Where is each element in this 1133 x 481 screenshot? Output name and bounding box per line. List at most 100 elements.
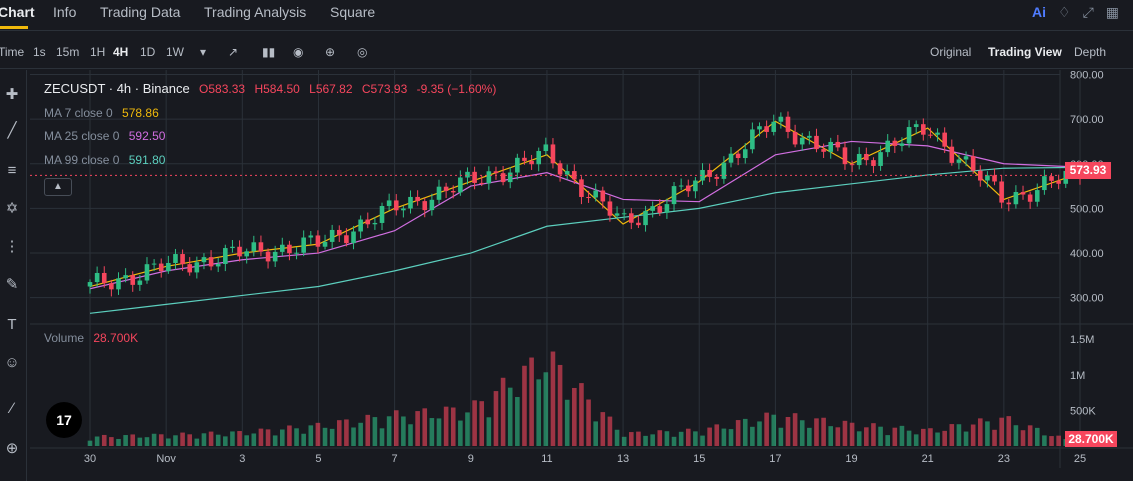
tab-square[interactable]: Square [330,4,376,20]
view-trading-view[interactable]: Trading View [988,45,1062,59]
candle-body [201,257,207,263]
last-volume-tag: 28.700K [1065,431,1117,447]
bell-icon[interactable]: ♢ [1058,4,1071,20]
tradingview-logo: 17 [46,402,82,438]
volume-bar [94,436,100,446]
candle-body [864,153,869,161]
view-original[interactable]: Original [930,45,972,59]
camera-icon[interactable]: ◉ [293,45,304,59]
candle-body [550,144,556,164]
candle-body [650,206,655,211]
candle-body [1049,176,1054,181]
candle-body [828,141,834,152]
volume-bar [913,434,919,446]
brush-icon[interactable]: ✎ [5,276,19,293]
candle-body [287,244,292,254]
chart-type-icon[interactable]: ↗ [228,45,239,59]
volume-bar [878,426,883,446]
tab-trading-data[interactable]: Trading Data [100,4,181,20]
interval-4h[interactable]: 4H [113,45,129,59]
candle-body [621,213,627,215]
ma99-label: MA 99 close 0 [44,153,120,167]
candle-body [244,251,249,257]
candle-body [379,206,385,223]
volume-bar [251,433,257,446]
volume-bar [500,377,506,446]
candle-body [158,263,164,272]
volume-bar [429,418,435,446]
candle-body [522,157,527,161]
time-tick-label: 3 [239,453,245,465]
volume-bar [123,435,128,446]
settings-icon[interactable]: ◎ [357,45,368,59]
volume-bar [315,422,321,446]
volume-bar [344,419,349,446]
collapse-legend-button[interactable]: ▲ [44,178,72,196]
expand-icon[interactable]: ⤢ [1082,4,1094,20]
volume-bar [280,429,285,446]
view-depth[interactable]: Depth [1074,45,1107,59]
candle-body [671,186,677,205]
trendline-icon[interactable]: ╱ [7,122,17,139]
candle-body [963,156,969,160]
open-value: O583.33 [199,82,246,96]
candle-body [572,171,577,180]
time-button[interactable]: Time [0,45,25,59]
ai-icon[interactable]: Ai [1032,4,1046,20]
candle-body [835,141,841,148]
interval-1d[interactable]: 1D [140,45,156,59]
volume-bar [401,416,406,446]
candle-body [465,171,470,178]
candles-icon[interactable]: ▮▮ [262,45,276,59]
time-tick-label: 15 [693,453,705,465]
time-tick-label: 23 [998,453,1010,465]
volume-bar [187,434,193,446]
active-tab-indicator [0,26,28,29]
candle-body [600,190,606,202]
volume-bar [493,391,499,446]
volume-bar [151,433,157,446]
volume-bar [158,434,164,446]
layout-grid-icon[interactable]: ▦ [1105,4,1119,20]
interval-1w[interactable]: 1W [166,45,184,59]
candle-body [614,213,620,216]
volume-bar [137,437,143,446]
candle-body [586,196,591,198]
candle-body [871,160,876,166]
candle-body [486,171,492,184]
candle-body [123,275,128,279]
ruler-icon[interactable]: ∕ [10,400,14,417]
fib-icon[interactable]: ⋮ [4,238,20,255]
volume-bar [778,427,784,446]
candle-body [223,248,228,264]
candle-body [849,164,855,166]
candle-body [258,242,264,252]
volume-bar [693,431,698,446]
add-indicator-icon[interactable]: ⊕ [325,45,336,59]
tab-chart[interactable]: Chart [0,4,35,20]
crosshair-icon[interactable]: ✚ [5,86,19,103]
chart-toolbar: Time 1s 15m 1H 4H 1D 1W ▾ ↗ ▮▮ ◉ ⊕ ◎ Ori… [0,34,1133,69]
price-chart[interactable]: 800.00700.00600.00500.00400.00300.0030No… [30,70,1133,481]
tab-trading-analysis[interactable]: Trading Analysis [204,4,307,20]
zoom-in-icon[interactable]: ⊕ [5,440,19,457]
interval-15m[interactable]: 15m [56,45,80,59]
text-icon[interactable]: T [7,316,17,333]
tab-info[interactable]: Info [53,4,77,20]
candle-body [799,137,805,145]
candle-body [329,229,335,242]
volume-bar [842,420,848,446]
candle-body [294,252,299,254]
horizontal-lines-icon[interactable]: ≡ [7,162,17,179]
interval-1h[interactable]: 1H [90,45,106,59]
low-value: L567.82 [309,82,353,96]
candle-body [365,219,371,225]
pattern-icon[interactable]: ✡ [5,200,19,217]
ma25-label: MA 25 close 0 [44,129,120,143]
volume-bar [607,416,613,446]
emoji-icon[interactable]: ☺ [4,354,20,371]
volume-bar [977,418,983,446]
interval-dropdown-icon[interactable]: ▾ [200,45,207,59]
interval-1s[interactable]: 1s [33,45,46,59]
candle-body [543,144,549,152]
